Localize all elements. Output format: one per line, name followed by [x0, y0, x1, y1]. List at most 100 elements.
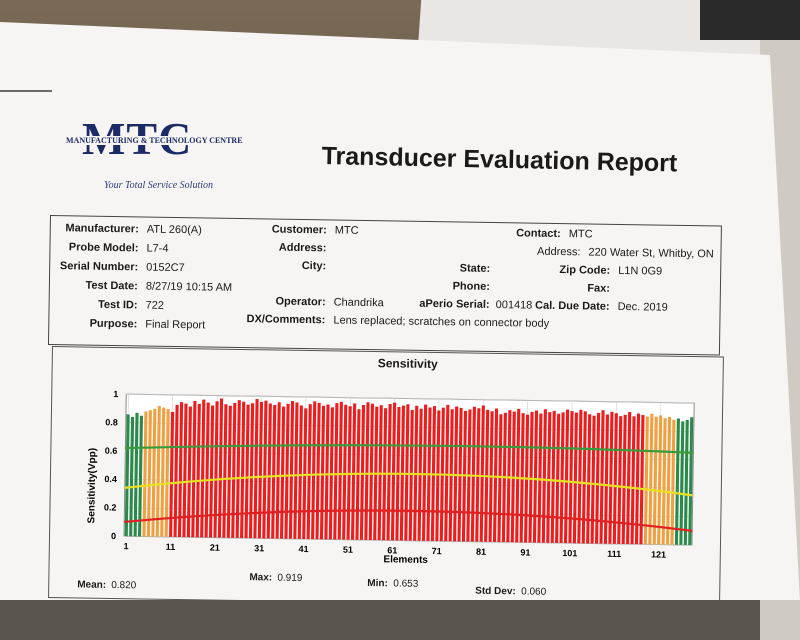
sensitivity-bar — [177, 402, 184, 538]
threshold-line-yellow — [124, 472, 693, 497]
sensitivity-bar — [657, 415, 663, 545]
sensitivity-bar — [541, 409, 547, 543]
sensitivity-bar — [563, 409, 570, 544]
sensitivity-bar — [271, 405, 277, 539]
max-value: 0.919 — [277, 572, 303, 584]
customer-label: Customer: — [271, 223, 327, 237]
sensitivity-bar — [279, 406, 286, 539]
sensitivity-bar — [386, 403, 392, 541]
sensitivity-bar — [342, 404, 348, 540]
cal-due-date-value: Dec. 2019 — [617, 300, 668, 314]
sensitivity-bar — [368, 403, 374, 541]
sensitivity-bar — [151, 408, 157, 537]
x-tick-label: 11 — [166, 542, 176, 552]
sensitivity-bar — [333, 403, 339, 540]
test-date-value: 8/27/19 10:15 AM — [145, 280, 233, 294]
x-tick-label: 41 — [298, 544, 308, 554]
sensitivity-bar — [217, 398, 224, 538]
sensitivity-bar — [630, 416, 636, 545]
y-tick-label: 0.6 — [105, 446, 118, 456]
sensitivity-bar — [164, 409, 170, 537]
sensitivity-bar — [160, 407, 166, 537]
sensitivity-bar — [253, 399, 259, 539]
y-gridline — [126, 393, 695, 404]
x-tick-label: 121 — [651, 549, 666, 559]
manufacturer-value: ATL 260(A) — [146, 223, 202, 237]
state-label: State: — [459, 262, 491, 275]
sensitivity-bar — [208, 405, 215, 538]
sensitivity-bar — [315, 402, 321, 540]
mean-value: 0.820 — [111, 579, 137, 592]
sensitivity-bar — [133, 412, 139, 537]
x-tick-label: 61 — [387, 545, 397, 555]
sensitivity-bar — [266, 403, 272, 539]
x-tick-label: 51 — [343, 545, 353, 555]
company-tagline: Your Total Service Solution — [104, 180, 213, 191]
sensitivity-bar — [608, 411, 614, 544]
report-page: MTC MANUFACTURING & TECHNOLOGY CENTRE Yo… — [0, 22, 800, 600]
sensitivity-bar — [612, 413, 618, 544]
sensitivity-bar — [311, 401, 317, 540]
sensitivity-bar — [617, 416, 623, 544]
sensitivity-bar — [235, 400, 241, 538]
contact-address-value: 220 Water St, Whitby, ON — [588, 246, 714, 261]
sensitivity-bar — [222, 404, 228, 538]
sensitivity-bar — [506, 410, 512, 543]
sensitivity-bar — [421, 404, 428, 541]
sensitivity-bar — [515, 408, 521, 543]
sensitivity-bar — [359, 404, 366, 540]
sensitivity-bar — [350, 403, 357, 540]
sensitivity-bar — [470, 406, 476, 542]
info-box: Manufacturer: ATL 260(A) Probe Model: L7… — [47, 215, 722, 356]
sensitivity-bar — [240, 401, 246, 539]
sensitivity-bar — [492, 408, 499, 542]
sensitivity-bar — [546, 412, 552, 543]
sensitivity-bar — [195, 403, 201, 538]
sensitivity-bar — [191, 400, 197, 538]
y-tick-label: 0.4 — [104, 474, 117, 484]
sensitivity-bar — [550, 410, 556, 543]
sensitivity-bar — [643, 416, 649, 545]
chart-canvas: 00.20.40.60.811 11 21 31 41 51 61 71 81 91 101 111 1… — [86, 389, 695, 566]
zip-code-label: Zip Code: — [559, 264, 611, 277]
operator-value: Chandrika — [333, 296, 384, 310]
cal-due-date-label: Cal. Due Date: — [534, 299, 610, 313]
x-tick-label: 71 — [432, 546, 442, 556]
sensitivity-bar — [595, 412, 601, 544]
sensitivity-bar — [306, 404, 312, 540]
x-tick-label: 31 — [254, 543, 264, 553]
y-tick-label: 0.8 — [105, 417, 118, 427]
sensitivity-bar — [124, 414, 130, 537]
sensitivity-bar — [634, 413, 641, 545]
test-id-value: 722 — [145, 299, 165, 312]
sensitivity-bar — [390, 402, 397, 541]
sensitivity-bar — [248, 403, 255, 539]
std-dev-label: Std Dev: — [475, 585, 516, 598]
sensitivity-bar — [337, 401, 343, 540]
threshold-line-red — [124, 509, 693, 532]
address-label: Address: — [278, 241, 327, 255]
sensitivity-bar — [231, 402, 237, 538]
sensitivity-bar — [572, 412, 578, 544]
x-tick-label: 1 — [123, 541, 128, 551]
purpose-label: Purpose: — [89, 317, 138, 331]
sensitivity-bar — [288, 401, 295, 539]
min-value: 0.653 — [393, 578, 419, 590]
dx-comments-value: Lens replaced; scratches on connector bo… — [333, 314, 550, 330]
sensitivity-bar — [688, 417, 694, 546]
sensitivity-bar — [200, 399, 206, 538]
sensitivity-bar — [577, 409, 583, 544]
zip-code-value: L1N 0G9 — [618, 264, 663, 278]
std-dev-value: 0.060 — [521, 586, 547, 598]
sensitivity-bar — [302, 408, 308, 540]
sensitivity-bar — [155, 406, 161, 537]
sensitivity-bar — [137, 415, 144, 537]
x-tick-label: 91 — [520, 547, 530, 557]
y-tick-label: 1 — [113, 389, 118, 399]
operator-label: Operator: — [275, 295, 326, 309]
sensitivity-bar — [683, 420, 689, 545]
sensitivity-bar — [665, 416, 672, 545]
phone-label: Phone: — [452, 280, 491, 293]
sensitivity-bar — [555, 413, 561, 543]
sensitivity-bar — [532, 410, 539, 543]
